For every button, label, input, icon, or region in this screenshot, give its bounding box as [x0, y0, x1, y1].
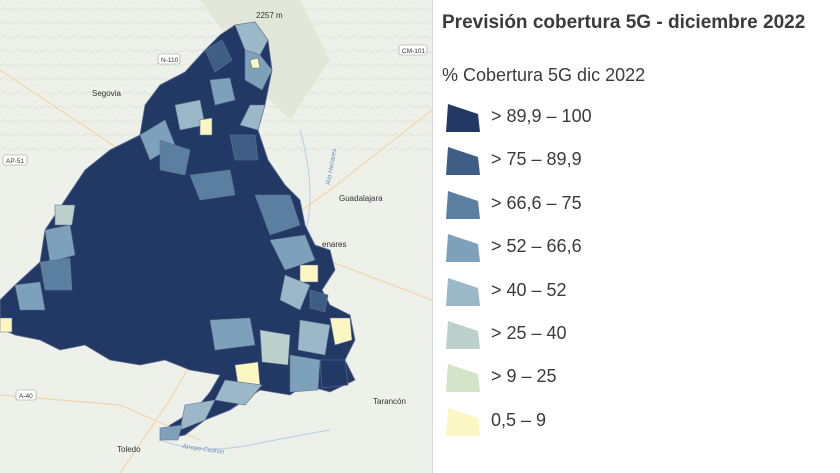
municipality: [319, 359, 349, 389]
legend-label: > 75 – 89,9: [491, 149, 582, 170]
legend-subtitle: % Cobertura 5G dic 2022: [442, 65, 646, 85]
municipality: [234, 21, 269, 56]
municipality: [209, 317, 256, 351]
road-shield: [157, 53, 181, 65]
legend-panel: Previsión cobertura 5G - diciembre 2022 …: [432, 0, 840, 473]
municipality: [14, 281, 46, 311]
legend-label: > 25 – 40: [491, 322, 567, 343]
municipality: [239, 104, 266, 131]
road-shield: [2, 154, 28, 166]
map-canvas: Segovia Guadalajara enares Tarancón Tole…: [0, 0, 432, 473]
river-cedron: [159, 429, 331, 450]
municipality: [214, 379, 263, 406]
place-label-guadalajara: Guadalajara: [339, 194, 383, 203]
municipality: [54, 204, 76, 226]
municipality: [229, 134, 259, 161]
municipality: [159, 139, 191, 176]
municipality: [234, 361, 261, 386]
legend-swatch: [446, 234, 480, 263]
legend-swatch: [446, 320, 480, 349]
place-label-segovia: Segovia: [92, 89, 121, 98]
road-label-cm101: CM-101: [402, 48, 426, 55]
legend-label: > 66,6 – 75: [491, 192, 582, 213]
map-view[interactable]: Segovia Guadalajara enares Tarancón Tole…: [0, 0, 432, 473]
legend-label: > 9 – 25: [491, 366, 557, 387]
municipality: [44, 224, 76, 263]
legend-label: > 52 – 66,6: [491, 236, 582, 257]
municipality: [329, 317, 353, 346]
municipality: [159, 424, 183, 441]
road-shield: [398, 44, 428, 56]
road-shield: [15, 389, 37, 401]
municipality: [289, 354, 321, 393]
madrid-region: [0, 21, 356, 441]
municipality: [204, 39, 233, 73]
municipality: [179, 399, 216, 431]
legend-swatch: [446, 190, 480, 219]
legend-label: 0,5 – 9: [491, 409, 547, 430]
municipality: [199, 117, 213, 136]
road-label-a40: A-40: [19, 393, 33, 400]
legend-swatch: [446, 364, 480, 393]
municipality: [259, 329, 291, 366]
municipality: [189, 169, 236, 201]
municipality: [0, 317, 13, 333]
legend-label: > 89,9 – 100: [491, 106, 592, 126]
municipality: [249, 57, 261, 69]
legend-swatch: [446, 147, 480, 176]
legend-title: Previsión cobertura 5G - diciembre 2022: [442, 12, 806, 33]
legend-swatch: [446, 277, 480, 306]
legend-label: > 40 – 52: [491, 279, 567, 300]
municipality: [297, 319, 331, 356]
place-label-toledo: Toledo: [117, 445, 141, 454]
legend-swatch: [446, 104, 480, 132]
municipality: [299, 264, 319, 283]
place-label-tarancon: Tarancón: [373, 397, 406, 406]
municipality: [254, 194, 301, 236]
place-label-henares: enares: [322, 240, 346, 249]
legend-swatch: [446, 407, 480, 436]
municipality: [209, 77, 236, 106]
municipality: [269, 234, 316, 271]
road-label-n110: N-110: [161, 57, 179, 64]
municipality: [39, 257, 73, 291]
municipality: [279, 274, 311, 311]
elevation-label: 2257 m: [256, 11, 283, 20]
road-label-ap51: AP-51: [6, 158, 24, 165]
municipality: [309, 289, 329, 313]
